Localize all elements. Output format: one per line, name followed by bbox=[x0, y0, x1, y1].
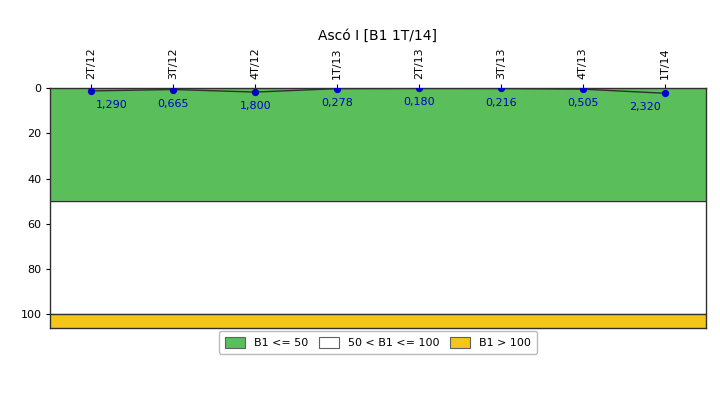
Legend: B1 <= 50, 50 < B1 <= 100, B1 > 100: B1 <= 50, 50 < B1 <= 100, B1 > 100 bbox=[219, 331, 537, 354]
Text: 0,505: 0,505 bbox=[567, 98, 598, 108]
Point bbox=[86, 88, 97, 94]
Point bbox=[659, 90, 670, 96]
Text: 1,800: 1,800 bbox=[239, 101, 271, 111]
Point bbox=[577, 86, 588, 92]
Text: 0,278: 0,278 bbox=[321, 98, 353, 108]
Text: 0,216: 0,216 bbox=[485, 98, 517, 108]
Point bbox=[331, 86, 343, 92]
Point bbox=[168, 86, 179, 93]
Text: 0,665: 0,665 bbox=[158, 98, 189, 108]
Text: 2,320: 2,320 bbox=[629, 102, 660, 112]
Point bbox=[249, 89, 261, 95]
Point bbox=[413, 85, 425, 92]
Text: 1,290: 1,290 bbox=[96, 100, 127, 110]
Text: 0,180: 0,180 bbox=[403, 98, 435, 108]
Title: Ascó I [B1 1T/14]: Ascó I [B1 1T/14] bbox=[318, 28, 438, 42]
Point bbox=[495, 85, 507, 92]
